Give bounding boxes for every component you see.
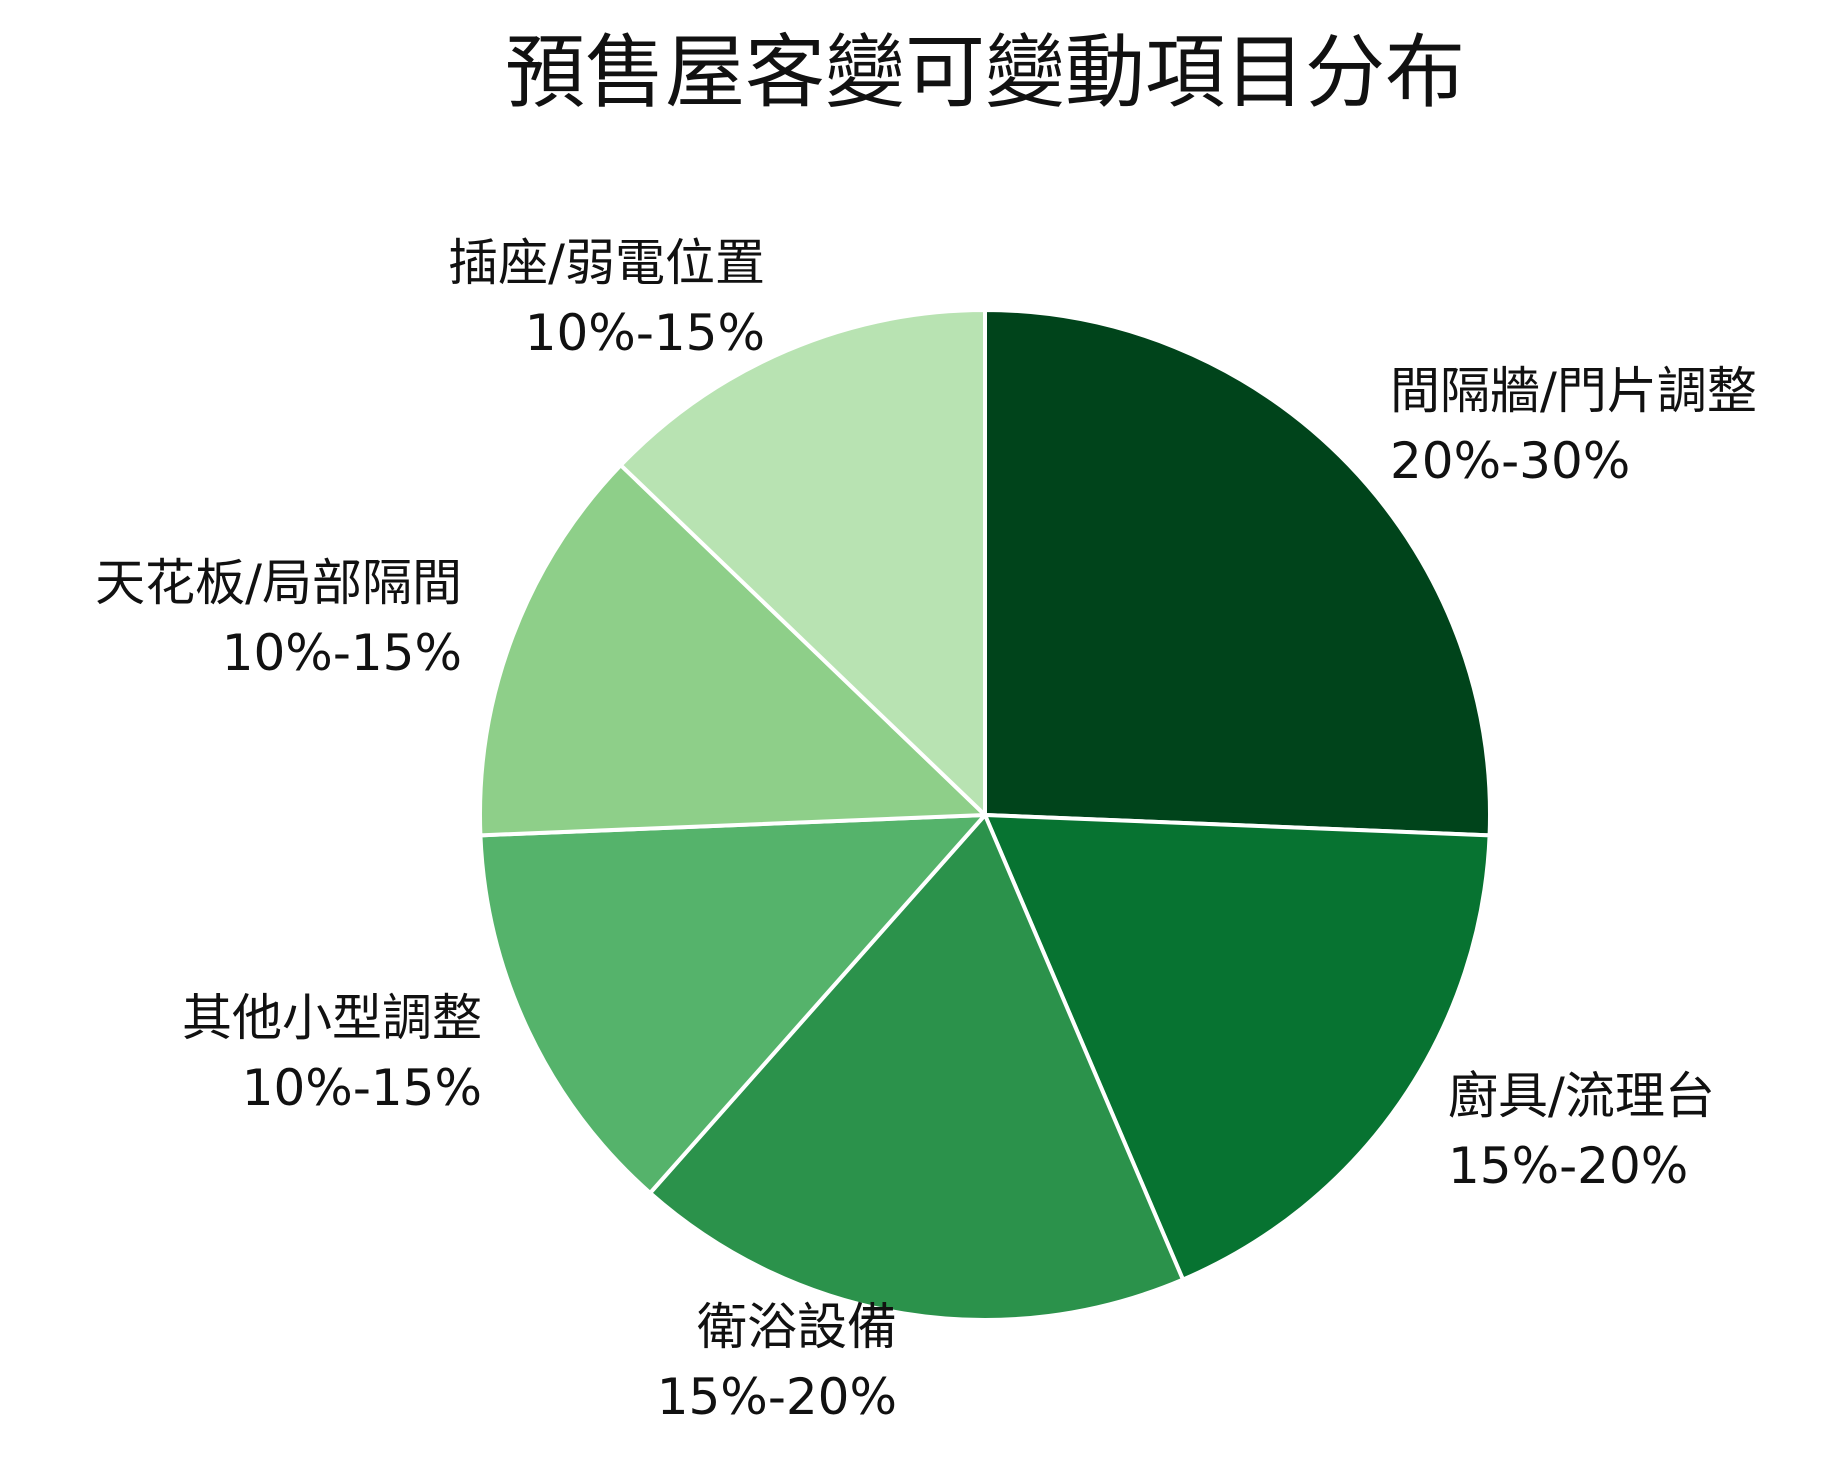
pie-slice (648, 813, 1185, 1322)
slice-range-label: 10%-15% (242, 1059, 482, 1117)
slice-range-label: 15%-20% (1448, 1137, 1688, 1195)
slice-label: 廚具/流理台 (1448, 1067, 1715, 1125)
pie-slice (618, 308, 987, 817)
pie-slices (478, 308, 1492, 1322)
slice-label: 其他小型調整 (182, 989, 482, 1047)
chart-title: 預售屋客變可變動項目分布 (505, 26, 1465, 119)
pie-labels: 間隔牆/門片調整 20%-30% 廚具/流理台 15%-20% 衛浴設備 15%-20% 其… (95, 234, 1757, 1426)
slice-range-label: 15%-20% (657, 1368, 897, 1426)
pie-slice (478, 463, 987, 838)
pie-slice (983, 308, 1492, 838)
slice-range-label: 10%-15% (222, 624, 462, 682)
slice-label: 天花板/局部隔間 (95, 554, 462, 612)
pie-slice (478, 813, 987, 1195)
slice-label: 間隔牆/門片調整 (1390, 362, 1757, 420)
pie-slice (983, 813, 1492, 1282)
slice-range-label: 20%-30% (1390, 432, 1630, 490)
slice-range-label: 10%-15% (525, 304, 765, 362)
slice-label: 衛浴設備 (697, 1298, 897, 1356)
slice-label: 插座/弱電位置 (448, 234, 765, 292)
